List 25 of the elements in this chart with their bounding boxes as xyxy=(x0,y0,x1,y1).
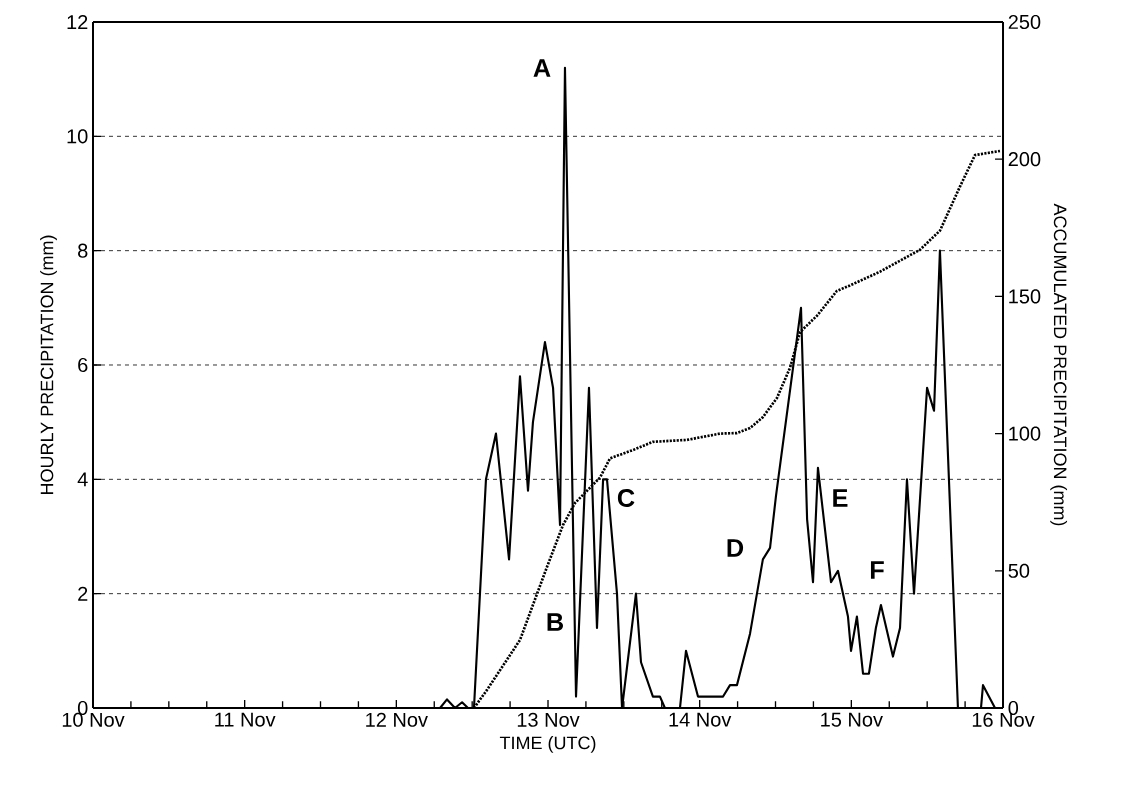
x-tick-label: 13 Nov xyxy=(517,712,580,727)
x-tick-label: 12 Nov xyxy=(366,712,428,727)
y-axis-title: HOURLY PRECIPITATION (mm) xyxy=(40,235,57,495)
y-tick-label: 10 xyxy=(67,129,88,144)
y-tick-label: 4 xyxy=(77,472,88,487)
y2-tick-label: 200 xyxy=(1008,152,1041,167)
x-tick-label: 11 Nov xyxy=(215,712,276,727)
y2-tick-label: 150 xyxy=(1009,289,1041,304)
y-tick-label: 6 xyxy=(78,357,88,373)
y-tick-label: 2 xyxy=(78,586,88,601)
x-axis-title: TIME (UTC) xyxy=(499,736,596,753)
annotation: D xyxy=(727,539,744,557)
annotation: F xyxy=(870,561,884,579)
y2-tick-label: 100 xyxy=(1009,426,1041,441)
annotation: C xyxy=(617,489,635,507)
y2-axis-title: ACCUMULATED PRECIPITATION (mm) xyxy=(1050,203,1068,526)
y2-tick-label: 50 xyxy=(1008,563,1030,578)
annotation: E xyxy=(833,489,848,507)
annotation: A xyxy=(533,59,551,77)
y-tick-label: 12 xyxy=(67,15,88,29)
y-tick-label: 8 xyxy=(78,243,88,258)
x-tick-label: 15 Nov xyxy=(821,712,883,727)
y2-tick-label: 250 xyxy=(1008,14,1041,30)
x-tick-label: 14 Nov xyxy=(669,712,732,727)
annotation: B xyxy=(547,613,564,631)
